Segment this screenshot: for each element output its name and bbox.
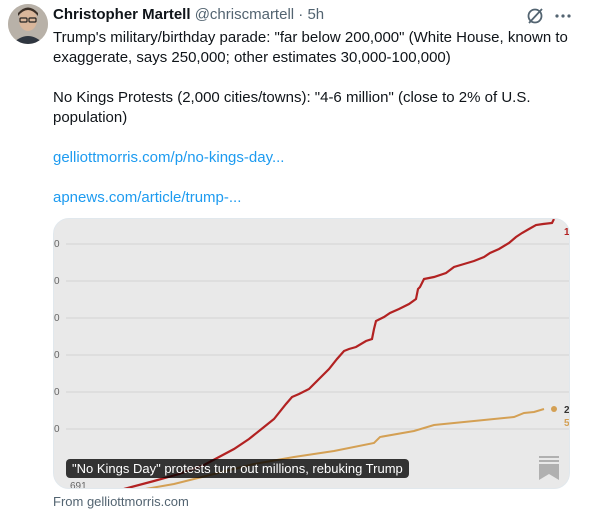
y-tick-label: 0	[54, 424, 60, 435]
link-card[interactable]: 0 0 0 0 0 0 691 1 2 5 "No Kings Day" pro…	[53, 218, 570, 489]
avatar[interactable]	[8, 4, 48, 44]
gold-series-endpoint	[551, 406, 557, 412]
y-tick-label: 0	[54, 313, 60, 324]
bookmark-icon[interactable]	[538, 455, 560, 481]
tweet-paragraph-parade: Trump's military/birthday parade: "far b…	[53, 29, 568, 66]
tweet-paragraph-protests: No Kings Protests (2,000 cities/towns): …	[53, 89, 531, 126]
link-apnews[interactable]: apnews.com/article/trump-...	[53, 189, 242, 206]
author-name[interactable]: Christopher Martell	[53, 6, 191, 23]
y-tick-label: 0	[54, 276, 60, 287]
red-end-label: 1	[564, 227, 570, 238]
gold-end-label: 5	[564, 418, 570, 429]
card-source: From gelliottmorris.com	[53, 494, 189, 509]
separator-dot: ·	[298, 6, 304, 23]
y-tick-label: 0	[54, 387, 60, 398]
card-title: "No Kings Day" protests turn out million…	[66, 459, 409, 478]
y-tick-label: 0	[54, 239, 60, 250]
start-value-label: 691	[70, 481, 87, 489]
tweet-header: Christopher Martell @chriscmartell · 5h	[53, 6, 324, 23]
link-gelliottmorris[interactable]: gelliottmorris.com/p/no-kings-day...	[53, 149, 285, 166]
card-chart-image: 0 0 0 0 0 0 691 1 2 5	[54, 219, 570, 489]
red-series-line	[122, 219, 555, 488]
timestamp[interactable]: 5h	[307, 6, 325, 23]
y-tick-label: 0	[54, 350, 60, 361]
tweet-text: Trump's military/birthday parade: "far b…	[53, 28, 578, 208]
grok-icon[interactable]	[525, 6, 545, 26]
author-handle[interactable]: @chriscmartell	[194, 6, 295, 23]
gold-end-label: 2	[564, 405, 570, 416]
more-icon[interactable]	[553, 6, 573, 26]
